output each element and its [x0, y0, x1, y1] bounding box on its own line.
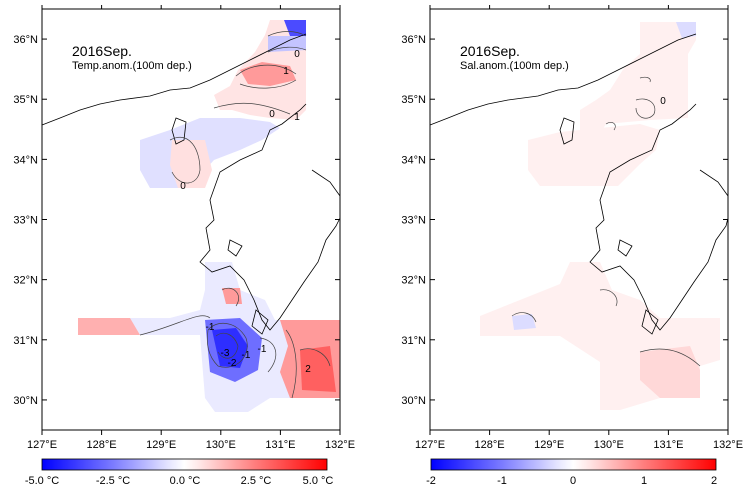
- temp-field-ne-cold: [284, 20, 306, 36]
- sal-y-tick-label: 31°N: [401, 335, 426, 347]
- sal-field-ne-spot: [676, 22, 696, 38]
- temp-colorbar: [41, 458, 328, 471]
- temp-anomaly-field: [78, 20, 340, 412]
- sal-y-tick-label: 30°N: [401, 395, 426, 407]
- temp-contours: [139, 31, 331, 399]
- temp-field-ne-cool: [268, 36, 306, 52]
- temp-contour-label: 0: [294, 49, 300, 60]
- sal-y-tick-label: 35°N: [401, 94, 426, 106]
- sal-contours: [511, 76, 701, 367]
- temp-x-tick-label: 131°E: [265, 439, 295, 451]
- sal-x-tick-label: 132°E: [713, 439, 743, 451]
- sal-contour-labels: 0: [660, 96, 666, 107]
- temp-contour-label: 1: [283, 66, 289, 77]
- temp-field-south-warmest: [300, 346, 336, 392]
- sal-colorbar-label: 2: [711, 475, 717, 486]
- temp-colorbar-label: 2.5 °C: [241, 475, 272, 486]
- sal-contour-label: 0: [660, 96, 666, 107]
- sal-y-tick-label: 32°N: [401, 275, 426, 287]
- temp-contour-label: -1: [258, 344, 267, 355]
- temp-contour-label: 0: [269, 109, 275, 120]
- temp-contour-label: -1: [206, 322, 215, 333]
- temp-x-tick-label: 130°E: [206, 439, 236, 451]
- temp-x-tick-label: 128°E: [87, 439, 117, 451]
- sal-colorbar-label: 1: [641, 475, 647, 486]
- sal-x-tick-label: 130°E: [594, 439, 624, 451]
- sal-x-tick-label: 129°E: [534, 439, 564, 451]
- temp-contour-label: -1: [242, 350, 251, 361]
- sal-anomaly-field: [480, 22, 720, 410]
- temp-y-tick-label: 33°N: [13, 215, 38, 227]
- temp-contour-label: 1: [294, 112, 300, 123]
- temp-panel-title: 2016Sep.: [72, 43, 132, 59]
- temp-x-tick-label: 129°E: [146, 439, 176, 451]
- sal-x-tick-label: 128°E: [475, 439, 505, 451]
- sal-colorbar-label: 0: [570, 475, 576, 486]
- sal-panel-subtitle: Sal.anom.(100m dep.): [460, 60, 569, 72]
- sal-field-mid: [528, 124, 660, 186]
- axes-layer: 127°E 128°E 129°E 130°E 131°E 132°E 36°N 35°N 34…: [13, 5, 743, 451]
- temp-colorbar-label: -2.5 °C: [96, 475, 130, 486]
- temp-panel-subtitle: Temp.anom.(100m dep.): [72, 60, 192, 72]
- temp-field-mid: [140, 118, 280, 188]
- temp-colorbar-label: 0.0 °C: [170, 475, 201, 486]
- temp-y-tick-label: 36°N: [13, 34, 38, 46]
- temp-y-tick-label: 31°N: [13, 335, 38, 347]
- temp-contour-label: -2: [228, 358, 237, 369]
- sal-field-ne: [580, 22, 696, 140]
- temp-coastline: [41, 33, 341, 335]
- temp-contour-label: 0: [180, 181, 186, 192]
- temp-x-tick-label: 132°E: [325, 439, 355, 451]
- sal-colorbar-label: -1: [497, 475, 507, 486]
- temp-field-ne-warm: [240, 62, 296, 86]
- sal-x-tick-label: 131°E: [653, 439, 683, 451]
- sal-panel: 0 2016Sep. Sal.anom.(100m dep.) -2 -1 0 …: [426, 8, 729, 486]
- sal-field-south-cool: [512, 314, 536, 330]
- sal-colorbar-label: -2: [426, 475, 436, 486]
- temp-field-south-colder: [212, 328, 248, 368]
- temp-panel: 1 0 1 0 0 -1 -3 -2 -1 -1 2 2016Sep. Temp…: [25, 8, 341, 486]
- temp-y-tick-label: 35°N: [13, 94, 38, 106]
- temp-contour-label: 2: [305, 364, 311, 375]
- sal-y-tick-label: 34°N: [401, 154, 426, 166]
- temp-colorbar-label: 5.0 °C: [303, 475, 334, 486]
- sal-colorbar: [430, 458, 717, 471]
- temp-field-south-warmwest: [78, 318, 140, 335]
- temp-field-south-warmspot: [222, 288, 242, 304]
- sal-field-south-warm: [640, 346, 700, 398]
- temp-contour-labels: 1 0 1 0 0 -1 -3 -2 -1 -1 2: [180, 49, 311, 375]
- sal-y-tick-label: 36°N: [401, 34, 426, 46]
- sal-coastline: [429, 33, 729, 335]
- temp-field-mid-warm: [170, 140, 212, 188]
- sal-panel-title: 2016Sep.: [460, 43, 520, 59]
- temp-y-tick-label: 32°N: [13, 275, 38, 287]
- sal-y-tick-label: 33°N: [401, 215, 426, 227]
- temp-contour-label: -3: [221, 348, 230, 359]
- sal-x-tick-label: 127°E: [415, 439, 445, 451]
- temp-x-tick-label: 127°E: [27, 439, 57, 451]
- temp-y-tick-label: 34°N: [13, 154, 38, 166]
- temp-colorbar-label: -5.0 °C: [25, 475, 59, 486]
- temp-y-tick-label: 30°N: [13, 395, 38, 407]
